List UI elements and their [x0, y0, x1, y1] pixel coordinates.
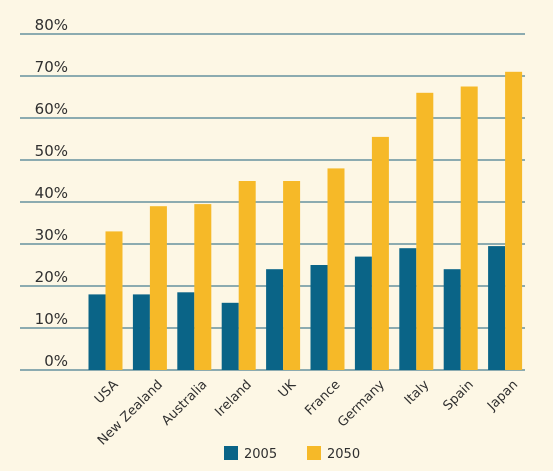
bar-2005-ireland	[221, 302, 239, 370]
bar-2005-germany	[354, 256, 372, 370]
bar-2050-usa	[105, 231, 123, 370]
bar-2005-usa	[88, 294, 106, 370]
bar-2050-germany	[371, 136, 389, 370]
x-category-label: Australia	[159, 377, 210, 428]
y-tick-label: 40%	[35, 184, 68, 202]
bar-2050-spain	[460, 86, 478, 370]
bars	[88, 71, 523, 371]
bar-2005-new-zealand	[132, 294, 150, 370]
y-tick-label: 60%	[35, 100, 68, 118]
x-category-label: Spain	[440, 377, 476, 413]
bar-2005-italy	[399, 248, 417, 370]
legend-label-2005: 2005	[244, 447, 277, 462]
bar-2005-france	[310, 265, 328, 370]
bar-2050-uk	[283, 181, 301, 370]
bar-2050-new-zealand	[149, 206, 167, 370]
x-category-label: Japan	[484, 377, 521, 414]
bar-2050-japan	[505, 71, 523, 371]
y-tick-label: 50%	[35, 142, 68, 160]
y-tick-label: 70%	[35, 58, 68, 76]
legend: 2005 2050	[224, 446, 360, 462]
bar-2005-japan	[488, 246, 506, 370]
bar-2050-france	[327, 168, 345, 370]
legend-swatch-2005	[224, 446, 238, 460]
y-tick-label: 80%	[35, 16, 68, 34]
x-category-label: UK	[276, 377, 300, 401]
y-tick-label: 20%	[35, 268, 68, 286]
x-category-label: Ireland	[212, 377, 254, 419]
legend-swatch-2050	[307, 446, 321, 460]
x-category-label: Italy	[402, 377, 433, 408]
y-axis-tick-labels: 0% 10% 20% 30% 40% 50% 60% 70% 80%	[35, 16, 68, 370]
x-category-label: USA	[92, 377, 122, 407]
bar-2005-australia	[177, 292, 195, 370]
bar-2050-ireland	[238, 181, 256, 370]
x-category-label: France	[302, 377, 343, 418]
y-tick-label: 30%	[35, 226, 68, 244]
legend-label-2050: 2050	[327, 447, 360, 462]
y-tick-label: 0%	[44, 352, 68, 370]
bar-2005-uk	[266, 269, 284, 370]
bar-2050-italy	[416, 92, 434, 371]
y-tick-label: 10%	[35, 310, 68, 328]
x-category-label: Germany	[335, 377, 388, 430]
bar-2050-australia	[194, 204, 212, 370]
bar-2005-spain	[443, 269, 461, 370]
